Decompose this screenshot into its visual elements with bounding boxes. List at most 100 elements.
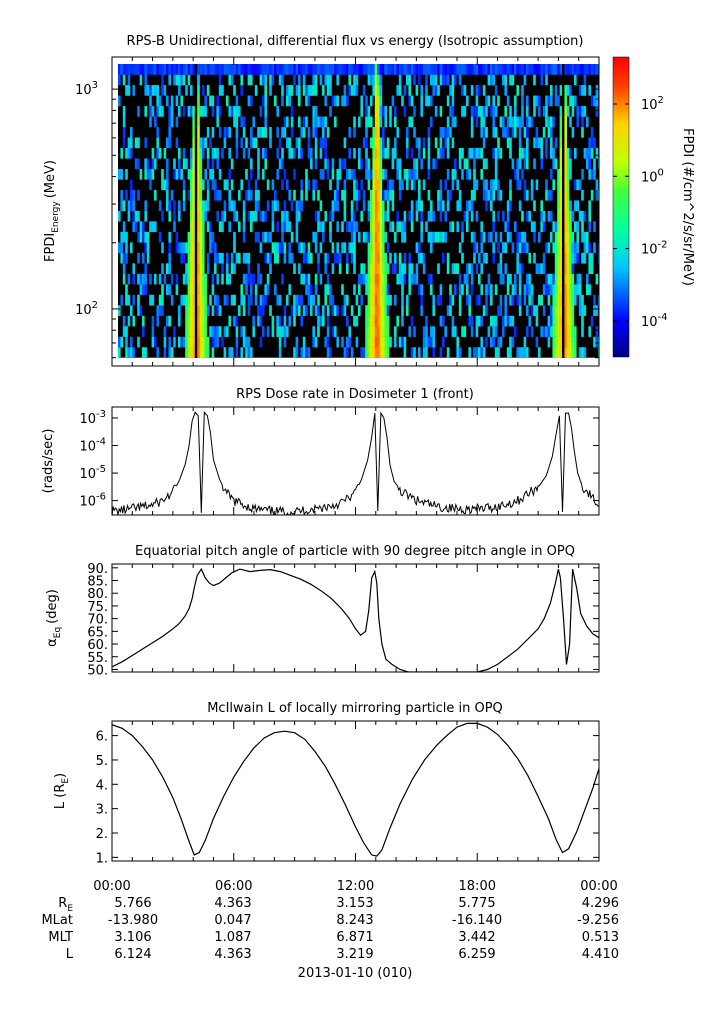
spectrogram-cell — [286, 64, 289, 75]
spectrogram-cell — [190, 189, 193, 201]
spectrogram-cell — [211, 95, 215, 107]
spectrogram-cell — [240, 294, 243, 306]
spectrogram-cell — [331, 168, 335, 180]
spectrogram-cell — [490, 179, 493, 191]
spectrogram-cell — [307, 347, 311, 358]
spectrogram-cell — [557, 347, 560, 358]
spectrogram-cell — [574, 294, 577, 306]
spectrogram-cell — [492, 64, 495, 75]
spectrogram-cell — [132, 273, 135, 285]
spectrogram-cell — [374, 273, 378, 285]
spectrogram-cell — [406, 74, 409, 86]
spectrogram-cell — [502, 273, 505, 285]
spectrogram-cell — [588, 326, 591, 337]
spectrogram-cell — [499, 231, 503, 243]
spectrogram-cell — [288, 242, 291, 254]
spectrogram-cell — [154, 64, 157, 75]
spectrogram-cell — [235, 95, 239, 107]
spectrogram-cell — [538, 294, 541, 306]
spectrogram-cell — [192, 189, 195, 201]
spectrogram-cell — [139, 273, 143, 285]
spectrogram-cell — [283, 210, 287, 222]
spectrogram-cell — [494, 231, 498, 243]
spectrogram-cell — [192, 231, 195, 243]
ephemeris-row-label: L — [66, 947, 74, 962]
spectrogram-cell — [578, 106, 582, 117]
spectrogram-cell — [425, 221, 428, 233]
spectrogram-cell — [118, 74, 121, 86]
spectrogram-cell — [516, 252, 519, 264]
spectrogram-cell — [562, 242, 565, 254]
y-tick-label: 75. — [87, 600, 108, 615]
spectrogram-cell — [398, 64, 402, 75]
spectrogram-cell — [178, 305, 181, 316]
spectrogram-cell — [420, 106, 423, 117]
spectrogram-cell — [562, 64, 565, 75]
spectrogram-cell — [487, 189, 491, 201]
spectrogram-cell — [130, 64, 133, 75]
spectrogram-cell — [569, 336, 572, 348]
spectrogram-cell — [386, 284, 390, 295]
spectrogram-cell — [382, 126, 385, 138]
spectrogram-cell — [564, 273, 567, 285]
spectrogram-cell — [192, 315, 195, 327]
spectrogram-cell — [202, 273, 205, 285]
spectrogram-cell — [302, 64, 306, 75]
spectrogram-cell — [245, 284, 248, 295]
spectrogram-cell — [353, 210, 356, 222]
spectrogram-cell — [197, 347, 200, 358]
spectrogram-cell — [336, 305, 339, 316]
spectrogram-cell — [161, 242, 164, 254]
spectrogram-cell — [571, 294, 575, 306]
spectrogram-cell — [300, 315, 303, 327]
spectrogram-cell — [410, 221, 414, 233]
spectrogram-cell — [168, 64, 171, 75]
spectrogram-cell — [125, 284, 128, 295]
spectrogram-cell — [372, 305, 375, 316]
spectrogram-cell — [259, 294, 263, 306]
spectrogram-cell — [586, 284, 589, 295]
spectrogram-cell — [178, 168, 181, 180]
spectrogram-cell — [422, 179, 426, 191]
spectrogram-cell — [480, 231, 483, 243]
spectrogram-cell — [324, 210, 327, 222]
spectrogram-cell — [562, 252, 565, 264]
spectrogram-cell — [490, 315, 493, 327]
spectrogram-cell — [151, 294, 155, 306]
spectrogram-cell — [202, 252, 205, 264]
spectrogram-cell — [233, 263, 236, 275]
spectrogram-cell — [372, 200, 375, 212]
spectrogram-cell — [518, 179, 522, 191]
spectrogram-cell — [290, 64, 294, 75]
spectrogram-cell — [494, 106, 498, 117]
spectrogram-cell — [286, 116, 289, 128]
spectrogram-cell — [571, 64, 575, 75]
spectrogram-cell — [281, 242, 284, 254]
spectrogram-cell — [386, 315, 390, 327]
spectrogram-cell — [379, 85, 383, 96]
spectrogram-cell — [502, 126, 505, 138]
spectrogram-cell — [374, 336, 378, 348]
spectrogram-cell — [482, 252, 486, 264]
spectrogram-cell — [187, 74, 191, 86]
spectrogram-cell — [326, 326, 330, 337]
spectrogram-cell — [211, 305, 215, 316]
spectrogram-cell — [418, 284, 421, 295]
spectrogram-cell — [372, 85, 375, 96]
spectrogram-cell — [204, 336, 207, 348]
spectrogram-cell — [132, 64, 135, 75]
spectrogram-cell — [538, 347, 541, 358]
spectrogram-cell — [516, 168, 519, 180]
y-tick-label: 1. — [96, 851, 108, 866]
spectrogram-cell — [326, 347, 330, 358]
spectrogram-cell — [593, 137, 596, 149]
spectrogram-cell — [278, 336, 282, 348]
spectrogram-cell — [367, 158, 371, 170]
spectrogram-cell — [482, 158, 486, 170]
spectrogram-cell — [442, 252, 445, 264]
spectrogram-cell — [245, 347, 248, 358]
spectrogram-cell — [125, 231, 128, 243]
spectrogram-cell — [398, 221, 402, 233]
spectrogram-cell — [302, 242, 306, 254]
spectrogram-cell — [358, 231, 361, 243]
